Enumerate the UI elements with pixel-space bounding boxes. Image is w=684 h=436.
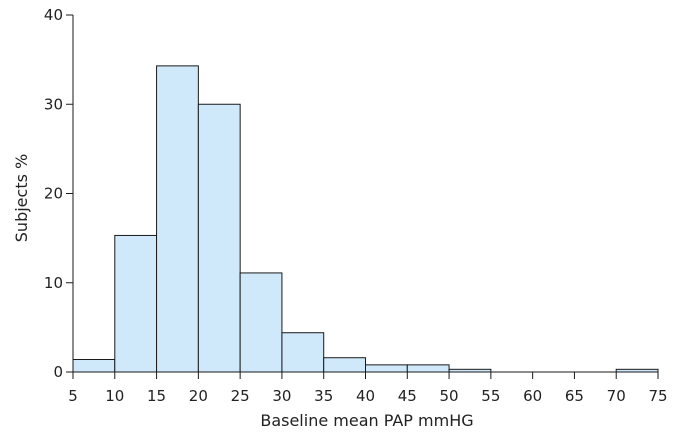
histogram-bar-20-25 — [197, 103, 241, 373]
histogram-bar-35-40 — [323, 357, 366, 373]
x-tick-label-75: 75 — [648, 387, 667, 405]
x-tick-label-45: 45 — [398, 387, 417, 405]
y-tick-label-0: 0 — [53, 363, 63, 381]
x-tick-label-50: 50 — [440, 387, 459, 405]
histogram-bar-45-50 — [406, 364, 450, 373]
y-tick-label-10: 10 — [44, 274, 63, 292]
x-axis-title: Baseline mean PAP mmHG — [260, 411, 473, 430]
bars-group — [72, 65, 659, 373]
x-tick-label-40: 40 — [356, 387, 375, 405]
x-tick-label-65: 65 — [565, 387, 584, 405]
x-tick-label-55: 55 — [481, 387, 500, 405]
histogram-bar-15-20 — [156, 65, 199, 373]
y-axis-title: Subjects % — [12, 154, 31, 242]
x-tick-label-35: 35 — [314, 387, 333, 405]
x-tick-label-15: 15 — [147, 387, 166, 405]
x-tick-label-30: 30 — [272, 387, 291, 405]
x-tick-label-60: 60 — [523, 387, 542, 405]
y-tick-label-40: 40 — [44, 6, 63, 24]
histogram-bar-10-15 — [114, 234, 158, 373]
x-tick-label-70: 70 — [607, 387, 626, 405]
histogram-bar-40-45 — [365, 364, 408, 373]
histogram-bar-5-10 — [72, 359, 116, 373]
x-tick-label-20: 20 — [189, 387, 208, 405]
x-tick-label-25: 25 — [231, 387, 250, 405]
axes-group: 0 10 20 30 40 5 10 15 20 25 30 35 40 45 50 55 60 65 70 75 — [44, 6, 668, 405]
x-tick-label-5: 5 — [68, 387, 78, 405]
y-tick-label-20: 20 — [44, 185, 63, 203]
histogram-bar-25-30 — [239, 272, 283, 373]
x-tick-label-10: 10 — [105, 387, 124, 405]
histogram-bar-30-35 — [281, 332, 325, 373]
y-tick-label-30: 30 — [44, 95, 63, 113]
